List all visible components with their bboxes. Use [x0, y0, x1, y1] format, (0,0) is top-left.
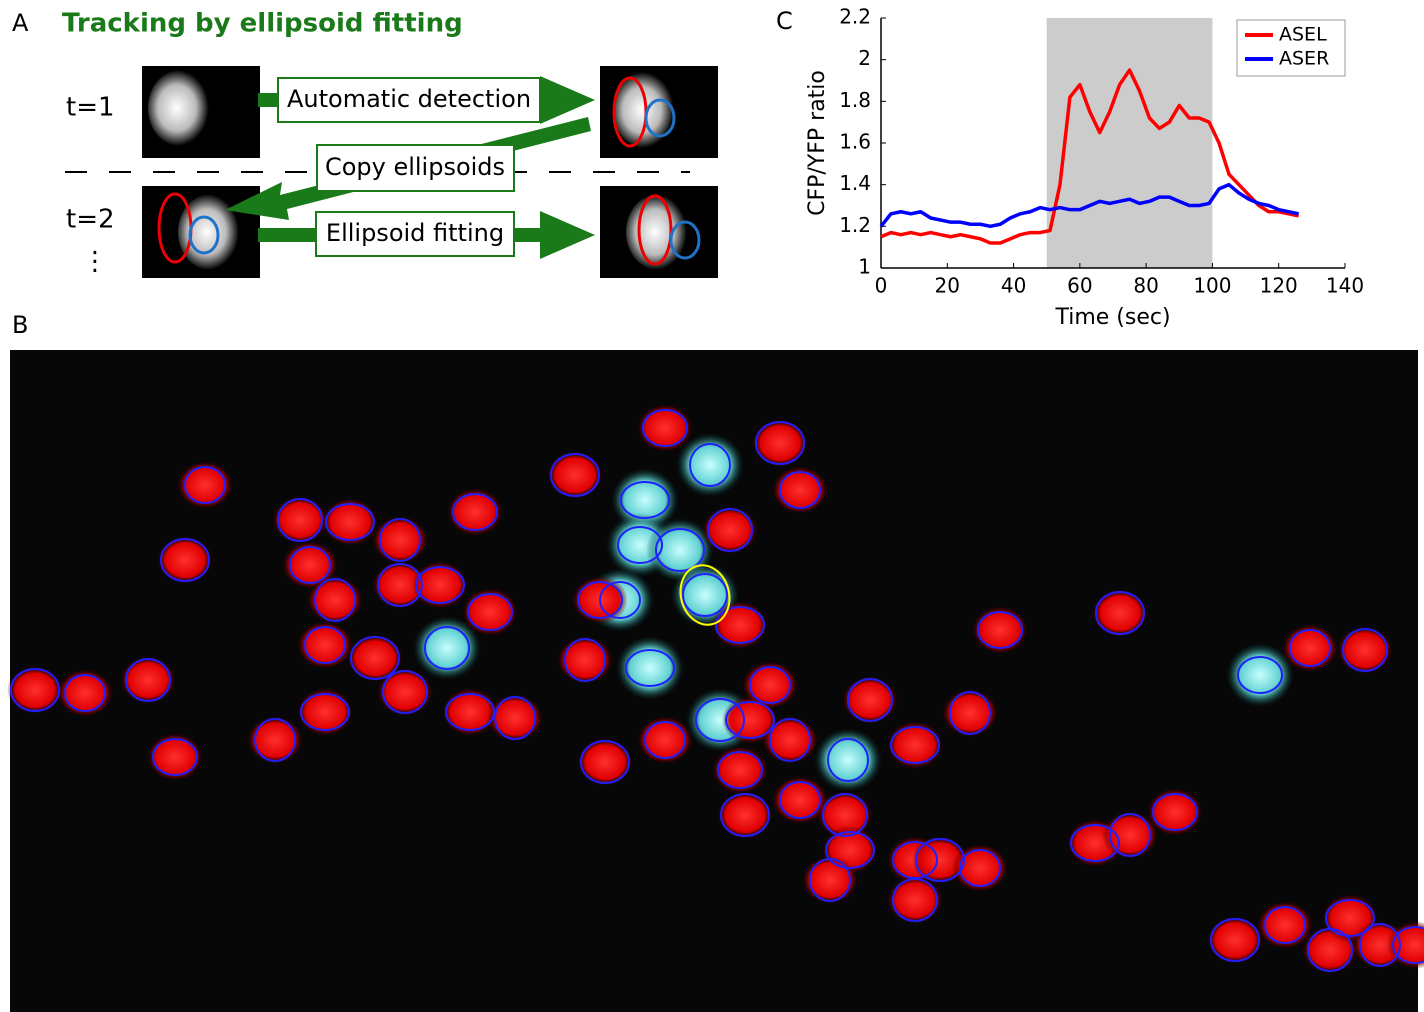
cell-body	[637, 404, 693, 452]
cell-body	[447, 488, 503, 536]
cell-body	[712, 601, 768, 649]
cell-body	[272, 496, 328, 544]
y-tick-label: 1.4	[839, 171, 871, 195]
legend-label: ASEL	[1279, 24, 1327, 46]
step-label: Automatic detection	[287, 85, 531, 113]
cell-body	[1207, 916, 1263, 964]
x-tick-label: 20	[935, 274, 960, 298]
cell-body	[7, 666, 63, 714]
step-label: Copy ellipsoids	[325, 153, 505, 181]
thumbnail	[142, 186, 260, 278]
cell-body	[887, 876, 943, 924]
x-axis-label: Time (sec)	[1054, 305, 1170, 330]
chart: 0 20 40 60 80 100 120 140 1 1.2 1.4 1.6 1.8 2 2.2 Time …	[805, 5, 1364, 331]
x-tick-label: 100	[1193, 274, 1231, 298]
thumbnail	[600, 66, 718, 158]
y-tick-label: 1.6	[839, 130, 871, 154]
y-tick-label: 2.2	[839, 5, 871, 29]
x-tick-label: 0	[875, 274, 888, 298]
cell-body	[547, 451, 603, 499]
time-label: t=2	[66, 205, 115, 235]
cell-body	[842, 676, 898, 724]
cell-body	[717, 791, 773, 839]
x-tick-label: 120	[1260, 274, 1298, 298]
thumbnail	[600, 186, 718, 278]
x-tick-label: 80	[1133, 274, 1158, 298]
panel-label: A	[12, 9, 29, 37]
cell-body	[577, 738, 633, 786]
stimulus-shade	[1047, 18, 1213, 268]
cell-body	[412, 561, 468, 609]
cell-body	[972, 606, 1028, 654]
figure: A Tracking by ellipsoid fitting t=1 t=2 …	[0, 0, 1424, 1012]
cell-body	[887, 721, 943, 769]
cell-body	[147, 733, 203, 781]
thumbnail	[142, 66, 260, 158]
cell-body	[814, 728, 882, 792]
y-tick-label: 1.8	[839, 88, 871, 112]
step-label: Ellipsoid fitting	[326, 219, 504, 247]
page: A Tracking by ellipsoid fitting t=1 t=2 …	[0, 0, 1424, 1012]
cell-body	[1337, 626, 1393, 674]
time-label: t=1	[66, 93, 115, 123]
cell-body	[297, 688, 353, 736]
x-tick-label: 40	[1001, 274, 1026, 298]
cell-body	[1147, 788, 1203, 836]
panel-label: B	[12, 311, 28, 339]
y-tick-label: 2	[858, 46, 871, 70]
panel-label: C	[776, 7, 793, 35]
cell-body	[712, 746, 768, 794]
cell-body	[702, 506, 758, 554]
legend-label: ASER	[1279, 48, 1329, 70]
y-axis-label: CFP/YFP ratio	[805, 70, 830, 216]
cell-body	[120, 656, 176, 704]
panel-title: Tracking by ellipsoid fitting	[62, 9, 463, 39]
cell-body	[322, 498, 378, 546]
cell-body	[157, 536, 213, 584]
cell-body	[752, 419, 808, 467]
x-tick-label: 140	[1326, 274, 1364, 298]
y-tick-label: 1	[858, 255, 871, 279]
y-tick-label: 1.2	[839, 213, 871, 237]
cell-body	[462, 588, 518, 636]
cell-body	[377, 668, 433, 716]
time-label: ⋮	[82, 247, 108, 277]
cell-body	[1092, 589, 1148, 637]
x-tick-label: 60	[1067, 274, 1092, 298]
